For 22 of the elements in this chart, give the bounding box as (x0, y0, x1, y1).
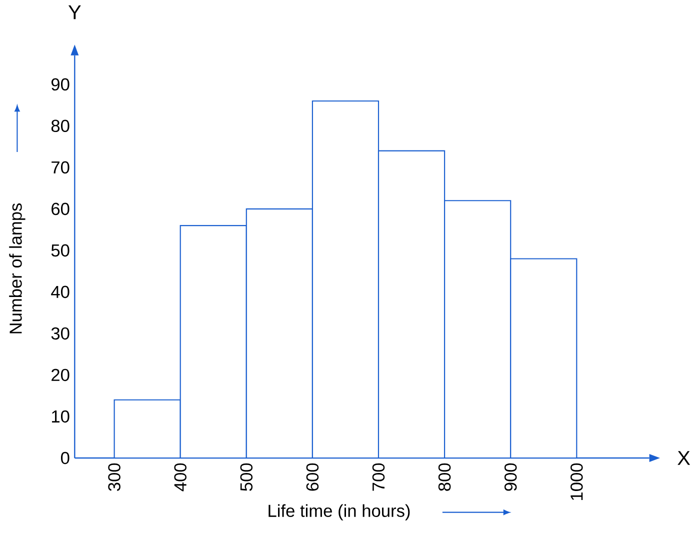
x-tick-label: 900 (504, 463, 517, 491)
x-tick-label: 700 (372, 463, 385, 491)
x-tick-label: 1000 (570, 463, 583, 500)
text: Y (68, 5, 81, 20)
x-tick-label: 600 (306, 463, 319, 491)
x-axis-title: Life time (in hours) (268, 504, 410, 520)
text: X (678, 451, 690, 465)
x-tick-label: 800 (438, 463, 451, 491)
y-tick-label: 60 (52, 202, 70, 216)
y-tick-label: 0 (60, 452, 70, 464)
y-tick-label: 20 (52, 368, 70, 382)
y-tick-label: 30 (51, 327, 70, 340)
y-tick-label: 80 (51, 120, 70, 132)
y-tick-label: 70 (52, 161, 70, 174)
x-tick-label: 500 (240, 463, 253, 491)
x-tick-label: 300 (108, 463, 120, 491)
y-tick-label: 40 (51, 286, 70, 298)
x-tick-label: 400 (174, 463, 186, 492)
y-tick-label: 10 (52, 410, 70, 423)
y-tick-label: 50 (51, 244, 70, 257)
y-axis-title: Number of lamps (9, 203, 26, 334)
y-tick-label: 90 (52, 78, 70, 91)
